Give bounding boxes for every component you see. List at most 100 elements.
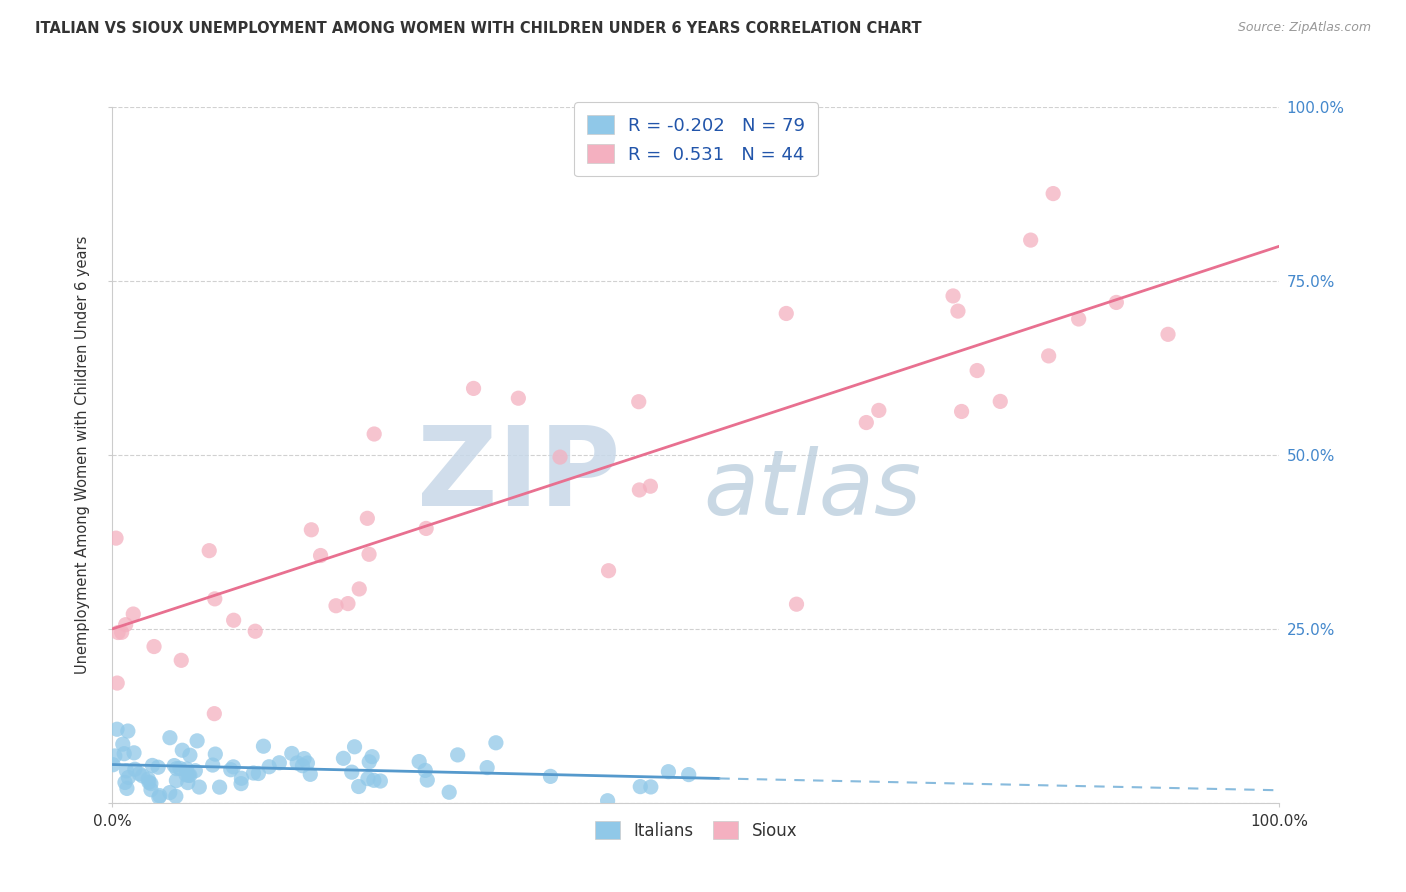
- Point: [166, 762, 188, 776]
- Point: [114, 617, 136, 632]
- Point: [131, 769, 153, 783]
- Point: [252, 739, 274, 754]
- Point: [269, 756, 291, 770]
- Point: [1067, 312, 1090, 326]
- Point: [111, 625, 134, 640]
- Point: [105, 723, 128, 737]
- Point: [786, 597, 808, 611]
- Point: [128, 766, 150, 780]
- Point: [363, 773, 385, 788]
- Point: [413, 764, 436, 778]
- Point: [1019, 233, 1042, 247]
- Point: [139, 782, 162, 797]
- Point: [596, 794, 619, 808]
- Point: [336, 597, 359, 611]
- Point: [416, 772, 439, 787]
- Point: [946, 304, 969, 318]
- Point: [114, 775, 136, 789]
- Text: ZIP: ZIP: [416, 422, 620, 529]
- Point: [143, 640, 166, 654]
- Point: [115, 781, 138, 796]
- Point: [285, 756, 308, 770]
- Point: [112, 747, 135, 761]
- Point: [950, 404, 973, 418]
- Point: [117, 771, 139, 785]
- Point: [868, 403, 890, 417]
- Point: [297, 756, 319, 770]
- Point: [174, 768, 197, 782]
- Point: [356, 511, 378, 525]
- Point: [415, 521, 437, 535]
- Point: [208, 780, 231, 794]
- Y-axis label: Unemployment Among Women with Children Under 6 years: Unemployment Among Women with Children U…: [76, 235, 90, 674]
- Point: [257, 760, 280, 774]
- Point: [988, 394, 1011, 409]
- Point: [447, 747, 470, 762]
- Point: [245, 624, 267, 639]
- Point: [149, 789, 172, 803]
- Point: [340, 765, 363, 780]
- Point: [169, 761, 191, 775]
- Point: [222, 613, 245, 627]
- Point: [628, 780, 651, 794]
- Point: [1042, 186, 1064, 201]
- Point: [343, 739, 366, 754]
- Point: [170, 653, 193, 667]
- Point: [309, 549, 332, 563]
- Point: [105, 531, 128, 545]
- Point: [628, 483, 651, 497]
- Point: [855, 416, 877, 430]
- Point: [1157, 327, 1180, 342]
- Point: [357, 547, 380, 561]
- Point: [107, 625, 129, 640]
- Point: [475, 761, 498, 775]
- Point: [291, 758, 314, 772]
- Point: [148, 790, 170, 805]
- Point: [198, 543, 221, 558]
- Point: [105, 676, 128, 690]
- Point: [184, 764, 207, 778]
- Point: [204, 591, 226, 606]
- Point: [242, 766, 264, 780]
- Point: [1105, 295, 1128, 310]
- Point: [204, 747, 226, 761]
- Point: [678, 767, 700, 781]
- Point: [361, 749, 384, 764]
- Point: [247, 766, 270, 780]
- Point: [966, 363, 988, 377]
- Text: Source: ZipAtlas.com: Source: ZipAtlas.com: [1237, 21, 1371, 34]
- Point: [146, 760, 169, 774]
- Point: [1038, 349, 1060, 363]
- Point: [177, 768, 200, 782]
- Point: [540, 769, 562, 783]
- Point: [138, 775, 160, 789]
- Point: [136, 772, 159, 786]
- Point: [281, 747, 304, 761]
- Point: [657, 764, 679, 779]
- Point: [101, 757, 124, 772]
- Point: [548, 450, 571, 464]
- Point: [485, 736, 508, 750]
- Point: [370, 774, 392, 789]
- Point: [179, 768, 201, 782]
- Point: [942, 289, 965, 303]
- Point: [229, 777, 252, 791]
- Point: [222, 760, 245, 774]
- Point: [163, 758, 186, 772]
- Point: [299, 767, 322, 781]
- Point: [104, 748, 127, 763]
- Point: [357, 772, 380, 786]
- Point: [165, 789, 187, 804]
- Text: atlas: atlas: [703, 446, 922, 533]
- Point: [640, 780, 662, 794]
- Point: [177, 775, 200, 789]
- Point: [202, 706, 225, 721]
- Point: [159, 786, 181, 800]
- Point: [179, 748, 201, 763]
- Point: [111, 737, 134, 751]
- Point: [347, 780, 370, 794]
- Point: [159, 731, 181, 745]
- Point: [359, 755, 381, 769]
- Point: [437, 785, 460, 799]
- Point: [299, 523, 322, 537]
